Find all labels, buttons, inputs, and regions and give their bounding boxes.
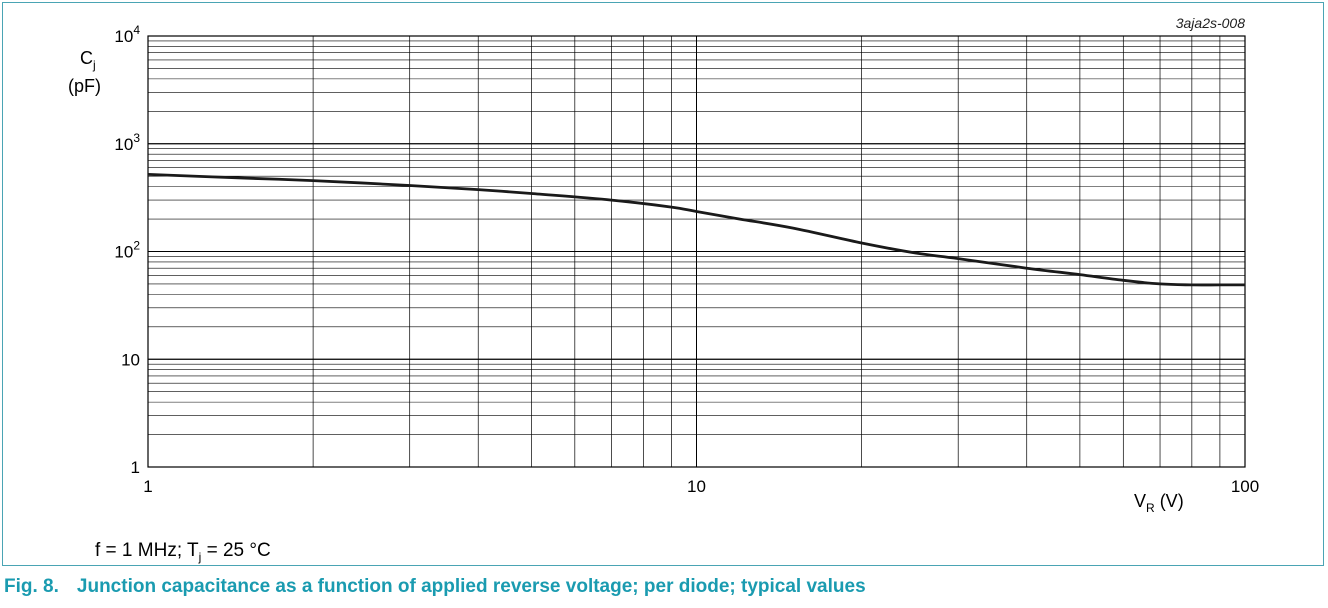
capacitance-chart: 1 10 100 1 10 102 103 104 Cj (pF) VR (V) 3aja2s-00… [68, 15, 1259, 515]
condition-temperature: = 25 °C [201, 540, 271, 561]
figure-frame [2, 2, 1324, 566]
y-tick-label: 102 [114, 239, 140, 262]
capacitance-curve [147, 173, 1245, 287]
condition-subscript: j [198, 549, 202, 564]
figure-code: 3aja2s-008 [1176, 15, 1245, 31]
y-axis-symbol: Cj [80, 48, 96, 72]
y-tick-label: 103 [114, 131, 140, 154]
axis-ticks: 1 10 100 1 10 102 103 104 [114, 23, 1259, 496]
y-tick-label: 1 [131, 458, 140, 477]
figure-caption: Fig. 8. Junction capacitance as a functio… [4, 576, 866, 598]
axis-labels: Cj (pF) VR (V) 3aja2s-008 [68, 15, 1245, 515]
y-axis-unit: (pF) [68, 76, 101, 96]
y-tick-label: 10 [121, 350, 140, 369]
x-axis-label: VR (V) [1134, 491, 1184, 515]
chart-grid [147, 35, 1246, 468]
figure-title: Junction capacitance as a function of ap… [76, 576, 866, 597]
figure-number: Fig. 8. [4, 576, 59, 597]
x-tick-label: 100 [1231, 477, 1259, 496]
x-tick-label: 10 [687, 477, 706, 496]
test-conditions: f = 1 MHz; Tj = 25 °C [95, 540, 271, 564]
y-tick-label: 104 [114, 23, 140, 46]
condition-frequency: f = 1 MHz; T [95, 540, 199, 561]
x-tick-label: 1 [143, 477, 152, 496]
plot-border [147, 35, 1246, 468]
data-series [147, 173, 1245, 287]
